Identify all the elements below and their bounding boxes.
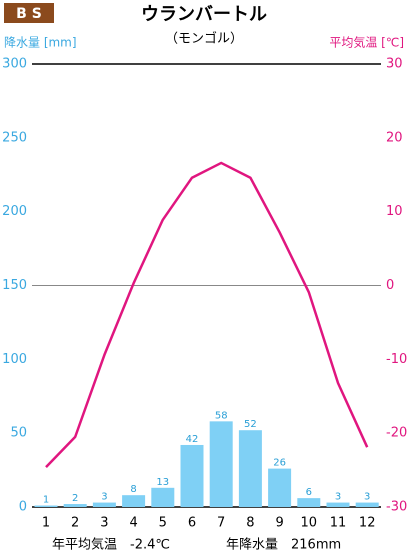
x-tick-label: 10 xyxy=(301,516,318,531)
bar xyxy=(355,502,379,507)
x-tick-label: 5 xyxy=(159,516,167,531)
chart-title: ウランバートル xyxy=(141,4,267,25)
bar xyxy=(326,502,350,507)
bar xyxy=(238,430,262,507)
bar xyxy=(151,487,175,507)
data-label: 3 xyxy=(364,492,370,503)
x-tick-label: 6 xyxy=(188,516,196,531)
annotation: 年降水量 216mm xyxy=(226,538,341,553)
bar xyxy=(63,504,87,507)
x-tick-label: 7 xyxy=(217,516,225,531)
bar xyxy=(209,421,233,507)
y-tick-label: 50 xyxy=(10,426,27,441)
data-label: 42 xyxy=(186,434,199,445)
y-tick-label: 100 xyxy=(2,352,27,367)
data-label: 3 xyxy=(335,492,341,503)
data-label: 13 xyxy=(156,477,169,488)
data-label: 52 xyxy=(244,419,257,430)
x-tick-label: 2 xyxy=(71,516,79,531)
y2-tick-label: 30 xyxy=(386,57,403,72)
y-tick-label: 150 xyxy=(2,278,27,293)
bar xyxy=(92,502,116,507)
y-tick-label: 0 xyxy=(19,500,27,515)
data-label: 26 xyxy=(273,458,286,469)
y2-tick-label: -10 xyxy=(386,352,407,367)
data-label: 3 xyxy=(101,492,107,503)
y2-tick-label: -20 xyxy=(386,426,407,441)
y-axis-label: 降水量 [mm] xyxy=(4,36,77,50)
y-tick-label: 250 xyxy=(2,130,27,145)
bar xyxy=(297,498,321,507)
data-label: 1 xyxy=(43,495,49,506)
x-tick-label: 3 xyxy=(100,516,108,531)
bar xyxy=(122,495,146,507)
badge: B S xyxy=(16,6,42,22)
y2-tick-label: 10 xyxy=(386,204,403,219)
x-tick-label: 11 xyxy=(330,516,347,531)
x-tick-label: 12 xyxy=(359,516,376,531)
x-tick-label: 4 xyxy=(129,516,137,531)
y2-tick-label: 0 xyxy=(386,278,394,293)
x-tick-label: 9 xyxy=(275,516,283,531)
temperature-line xyxy=(45,161,369,468)
y2-tick-label: -30 xyxy=(386,500,407,515)
y2-axis-label: 平均気温 [℃] xyxy=(329,35,404,50)
data-label: 2 xyxy=(72,493,78,504)
chart-subtitle: （モンゴル） xyxy=(165,31,243,47)
data-label: 6 xyxy=(306,487,312,498)
y2-tick-label: 20 xyxy=(386,130,403,145)
y-tick-label: 200 xyxy=(2,204,27,219)
data-label: 8 xyxy=(130,484,136,495)
y-tick-label: 300 xyxy=(2,57,27,72)
data-label: 58 xyxy=(215,410,228,421)
bar xyxy=(34,505,58,507)
x-tick-label: 8 xyxy=(246,516,254,531)
annotation: 年平均気温 -2.4℃ xyxy=(52,537,170,553)
badge-bg xyxy=(4,3,54,23)
bar xyxy=(268,468,292,507)
x-tick-label: 1 xyxy=(42,516,50,531)
bar xyxy=(180,444,204,507)
